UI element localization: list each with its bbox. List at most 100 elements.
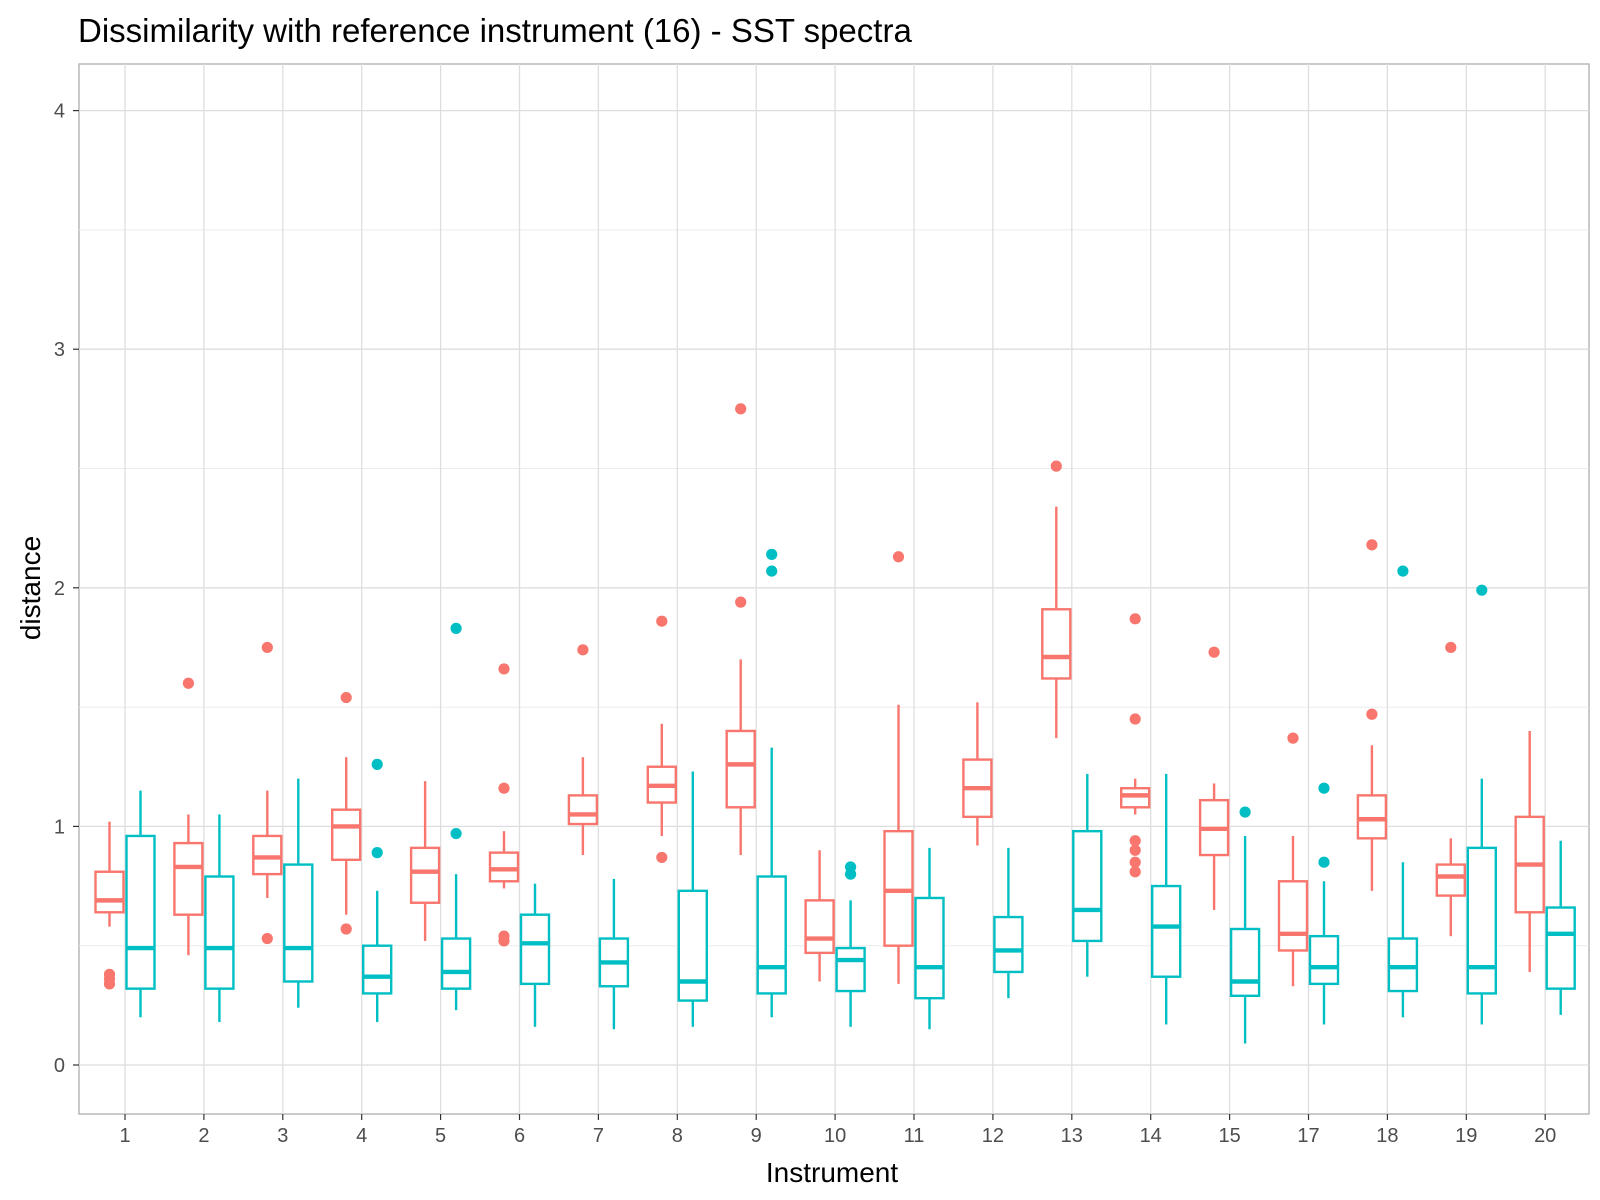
y-tick-label: 4 bbox=[54, 101, 65, 123]
box-iqr bbox=[1356, 794, 1388, 840]
x-tick-label: 7 bbox=[593, 1125, 604, 1147]
y-tick-label: 1 bbox=[54, 816, 65, 838]
outlier-point bbox=[340, 923, 352, 935]
outlier-point bbox=[498, 782, 510, 794]
box-group bbox=[646, 615, 677, 864]
box-group bbox=[804, 850, 835, 982]
box-group bbox=[1387, 565, 1419, 1018]
box-iqr bbox=[409, 846, 441, 904]
x-tick-label: 5 bbox=[435, 1125, 446, 1147]
outlier-point bbox=[1129, 713, 1141, 725]
outlier-point bbox=[892, 551, 905, 563]
outlier-point bbox=[656, 851, 668, 864]
outlier-point bbox=[766, 565, 778, 577]
grid-layer bbox=[78, 63, 1590, 1115]
outlier-point bbox=[1239, 806, 1251, 818]
box-iqr bbox=[677, 889, 708, 1002]
box-iqr bbox=[1229, 927, 1261, 998]
outlier-point bbox=[371, 758, 383, 770]
panel-border bbox=[78, 63, 1590, 1115]
box-group bbox=[1198, 646, 1230, 910]
box-iqr bbox=[519, 913, 551, 986]
outlier-point bbox=[498, 930, 510, 942]
box-group bbox=[1308, 782, 1340, 1025]
x-tick-label: 20 bbox=[1534, 1125, 1556, 1147]
outlier-point bbox=[1129, 844, 1141, 856]
x-tick-label: 2 bbox=[198, 1125, 209, 1147]
outlier-point bbox=[103, 968, 116, 980]
outlier-point bbox=[735, 403, 747, 415]
box-group bbox=[1277, 732, 1309, 987]
box-group bbox=[173, 677, 204, 956]
outlier-point bbox=[845, 861, 857, 873]
box-iqr bbox=[362, 944, 393, 995]
chart-title: Dissimilarity with reference instrument … bbox=[78, 12, 912, 49]
box-iqr bbox=[725, 729, 756, 809]
box-iqr bbox=[993, 915, 1024, 974]
box-iqr bbox=[883, 829, 914, 947]
x-tick-label: 6 bbox=[514, 1125, 525, 1147]
box-iqr bbox=[173, 841, 204, 916]
box-iqr bbox=[835, 946, 866, 993]
x-tick-label: 11 bbox=[904, 1125, 925, 1147]
x-tick-label: 8 bbox=[672, 1125, 683, 1147]
outlier-point bbox=[1050, 460, 1062, 472]
outlier-point bbox=[1366, 539, 1378, 551]
box-group bbox=[756, 548, 787, 1018]
box-group bbox=[598, 878, 630, 1030]
box-iqr bbox=[1041, 608, 1072, 680]
box-group bbox=[125, 790, 156, 1018]
x-tick-label: 3 bbox=[277, 1125, 288, 1147]
box-group bbox=[677, 771, 708, 1027]
outlier-point bbox=[1129, 835, 1141, 847]
outlier-point bbox=[1318, 782, 1330, 794]
box-iqr bbox=[440, 937, 472, 990]
x-tick-label: 18 bbox=[1376, 1125, 1398, 1147]
outlier-point bbox=[182, 677, 194, 689]
marks-layer bbox=[94, 403, 1576, 1044]
x-tick-label: 10 bbox=[824, 1125, 846, 1147]
y-tick-label: 3 bbox=[54, 339, 65, 361]
outlier-point bbox=[1129, 866, 1141, 878]
box-iqr bbox=[331, 808, 362, 862]
box-group bbox=[1150, 773, 1182, 1025]
box-group bbox=[331, 691, 362, 935]
box-iqr bbox=[488, 851, 520, 883]
box-iqr bbox=[94, 870, 125, 914]
box-iqr bbox=[1466, 846, 1498, 995]
box-group bbox=[914, 847, 945, 1030]
box-iqr bbox=[125, 834, 156, 990]
x-tick-label: 4 bbox=[356, 1125, 367, 1147]
box-group bbox=[835, 861, 866, 1027]
outlier-point bbox=[1476, 584, 1488, 596]
box-group bbox=[993, 847, 1024, 999]
box-group bbox=[204, 814, 235, 1023]
outlier-point bbox=[371, 847, 383, 859]
outlier-point bbox=[1129, 613, 1141, 625]
box-iqr bbox=[1387, 937, 1419, 993]
box-group bbox=[883, 551, 914, 984]
outlier-point bbox=[1445, 641, 1457, 654]
box-iqr bbox=[1545, 906, 1576, 990]
box-group bbox=[1514, 730, 1545, 972]
box-group bbox=[519, 883, 551, 1027]
box-group bbox=[1545, 840, 1576, 1015]
y-tick-label: 0 bbox=[54, 1055, 65, 1077]
outlier-point bbox=[340, 691, 352, 704]
box-group bbox=[1229, 806, 1261, 1044]
box-iqr bbox=[204, 875, 235, 990]
outlier-point bbox=[766, 548, 778, 560]
outlier-point bbox=[1397, 565, 1409, 577]
x-tick-label: 14 bbox=[1140, 1125, 1162, 1147]
outlier-point bbox=[1318, 856, 1330, 868]
box-iqr bbox=[1277, 880, 1309, 952]
box-group bbox=[252, 641, 283, 945]
outlier-point bbox=[498, 663, 510, 675]
x-tick-label: 9 bbox=[751, 1125, 762, 1147]
box-iqr bbox=[1072, 829, 1103, 943]
box-group bbox=[409, 781, 441, 941]
x-tick-label: 19 bbox=[1455, 1125, 1477, 1147]
outlier-point bbox=[1129, 856, 1141, 868]
